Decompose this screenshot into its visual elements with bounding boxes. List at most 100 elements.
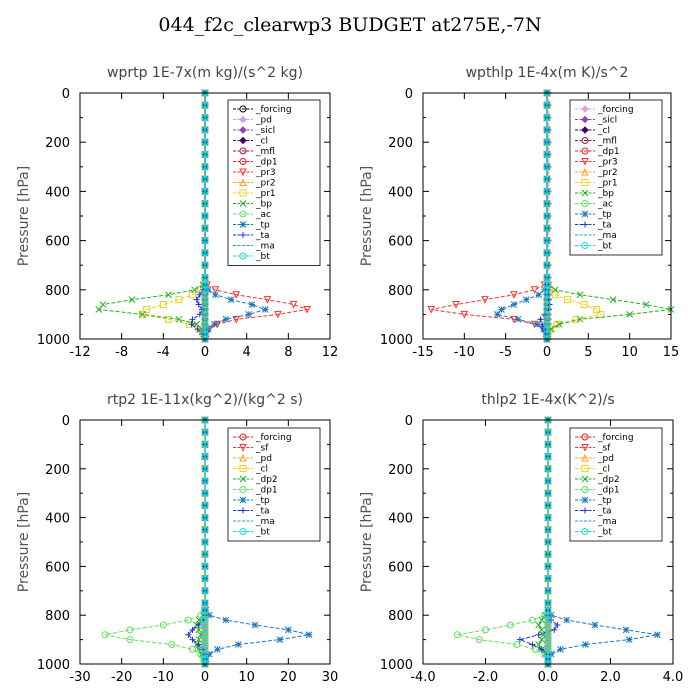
data-point: [544, 606, 552, 614]
series-bt: [201, 89, 209, 343]
data-point: [201, 640, 209, 648]
legend-box: [569, 99, 663, 256]
data-point: [494, 311, 501, 318]
legend-marker: [581, 453, 589, 462]
legend-marker: [239, 189, 247, 197]
data-point: [544, 465, 552, 473]
data-point: [544, 599, 552, 607]
data-point: [597, 310, 605, 318]
legend-label: _ta: [597, 507, 612, 517]
y-tick-label: 1000: [37, 333, 70, 348]
data-point: [205, 650, 213, 658]
legend-label: _ta: [255, 231, 270, 241]
data-point: [201, 261, 209, 269]
data-point: [188, 321, 195, 328]
data-point: [214, 646, 221, 653]
data-point: [189, 636, 196, 643]
data-point: [544, 489, 552, 497]
data-point: [201, 325, 209, 333]
data-point: [191, 286, 198, 294]
x-tick-label: -5: [499, 345, 512, 360]
legend-label: _forcing: [597, 105, 634, 115]
legend-label: _cl: [597, 126, 610, 136]
data-point: [189, 626, 196, 633]
data-point: [201, 489, 209, 497]
data-point: [543, 212, 551, 220]
data-point: [543, 224, 551, 232]
data-point: [274, 310, 282, 319]
data-point: [201, 274, 209, 281]
data-point: [201, 310, 209, 318]
data-point: [516, 636, 523, 643]
y-tick-label: 1000: [380, 658, 413, 673]
x-tick-label: 0: [543, 345, 551, 360]
x-tick-label: 2.0: [600, 670, 621, 685]
data-point: [543, 286, 551, 294]
data-point: [533, 320, 541, 328]
y-tick-label: 600: [45, 560, 70, 575]
legend-label: _pr2: [255, 179, 276, 189]
data-point: [544, 631, 552, 639]
panel-title: rtp2 1E-11x(kg^2)/(kg^2 s): [107, 392, 303, 408]
data-point: [514, 315, 522, 323]
data-point: [201, 621, 209, 629]
data-point: [165, 291, 172, 299]
legend-label: _ma: [255, 242, 275, 252]
x-tick-label: 4.0: [663, 670, 684, 685]
legend-label: _sicl: [255, 126, 275, 136]
data-point: [201, 477, 209, 485]
legend-label: _dp2: [597, 475, 620, 485]
legend-label: _mfl: [597, 137, 617, 147]
data-point: [201, 650, 209, 658]
data-point: [580, 301, 588, 309]
data-point: [201, 126, 209, 134]
legend-label: _pr3: [255, 168, 276, 178]
legend-label: _tp: [597, 496, 612, 506]
data-point: [201, 636, 209, 644]
x-tick-label: -4: [157, 345, 170, 360]
series-tp: [494, 89, 551, 343]
data-point: [528, 616, 536, 624]
legend-label: _sicl: [597, 116, 617, 126]
data-point: [543, 175, 551, 183]
data-point: [201, 301, 209, 309]
series-ta: [516, 417, 561, 667]
series-bt: [543, 89, 551, 343]
data-point: [551, 626, 558, 633]
panel-title: thlp2 1E-4x(K^2)/s: [481, 392, 614, 408]
legend: _forcing_sicl_cl_mfl_dp1_pr3_pr2_pr1_bp_…: [569, 99, 663, 256]
data-point: [201, 224, 209, 232]
data-point: [201, 200, 209, 208]
legend-label: _ta: [597, 221, 612, 231]
data-point: [543, 315, 551, 323]
legend-marker: [239, 210, 247, 218]
legend-label: _cl: [255, 465, 268, 475]
data-point: [201, 101, 209, 109]
data-point: [201, 599, 209, 607]
legend-marker: [581, 528, 589, 535]
panel-title: wprtp 1E-7x(m kg)/(s^2 kg): [107, 65, 303, 81]
data-point: [530, 286, 539, 294]
data-point: [126, 636, 134, 644]
data-point: [95, 306, 103, 313]
data-point: [201, 291, 209, 299]
data-point: [626, 311, 634, 318]
data-point: [543, 138, 551, 146]
data-point: [201, 514, 209, 522]
data-point: [513, 640, 521, 648]
series-line: [141, 93, 206, 340]
legend-marker: [581, 137, 589, 144]
x-tick-label: -30: [69, 670, 90, 685]
data-point: [201, 606, 209, 614]
data-point: [201, 114, 209, 122]
data-point: [222, 616, 230, 624]
legend-marker: [581, 158, 589, 166]
y-tick-label: 0: [405, 87, 413, 102]
legend-marker: [239, 496, 247, 504]
chart-panel-2: wpthlp 1E-4x(m K)/s^2 Pressure [hPa] -15 -1…: [359, 65, 679, 360]
y-tick-label: 0: [62, 414, 70, 429]
data-point: [201, 645, 209, 653]
y-tick-label: 400: [45, 512, 70, 527]
legend-marker: [239, 200, 247, 207]
data-point: [262, 306, 269, 313]
